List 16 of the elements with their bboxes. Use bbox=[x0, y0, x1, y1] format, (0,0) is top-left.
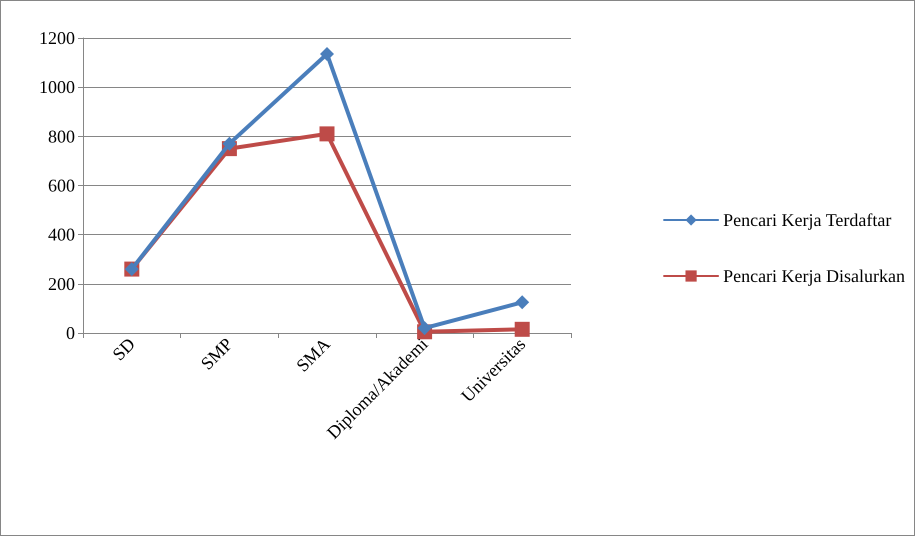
point bbox=[222, 136, 236, 151]
y-tick-label: 0 bbox=[66, 323, 75, 343]
point bbox=[515, 295, 530, 310]
point bbox=[514, 322, 530, 337]
y-tick-label: 600 bbox=[48, 176, 75, 196]
y-tick-label: 1200 bbox=[39, 28, 75, 48]
y-tick-label: 800 bbox=[48, 126, 75, 146]
legend-label: Pencari Kerja Disalurkan bbox=[723, 266, 906, 286]
y-tick-label: 1000 bbox=[39, 77, 75, 98]
legend-label: Pencari Kerja Terdaftar bbox=[723, 210, 892, 230]
x-tick-label: SD bbox=[108, 334, 139, 364]
point bbox=[320, 126, 334, 142]
point bbox=[418, 321, 432, 336]
point bbox=[320, 46, 334, 61]
y-tick-label: 400 bbox=[48, 224, 75, 245]
y-tick-label: 200 bbox=[48, 274, 75, 294]
